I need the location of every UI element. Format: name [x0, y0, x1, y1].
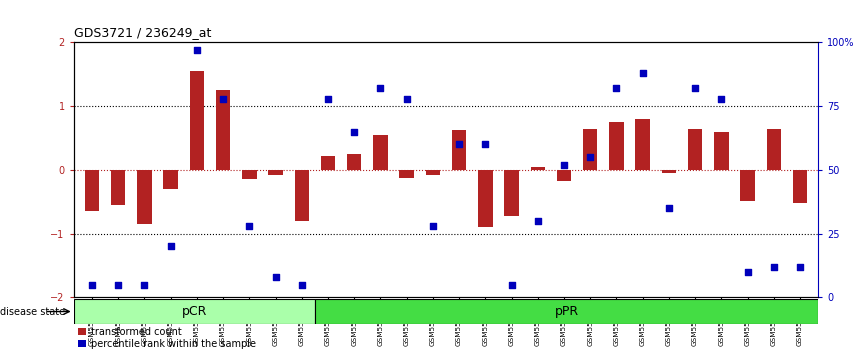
Point [505, 282, 519, 287]
Point [111, 282, 125, 287]
Point [636, 70, 650, 76]
Bar [74, 299, 315, 324]
Bar [504, 170, 519, 216]
Point [426, 223, 440, 229]
Point [478, 142, 492, 147]
Bar [478, 170, 493, 227]
Bar [294, 170, 309, 221]
Bar [320, 156, 335, 170]
Bar [111, 170, 126, 205]
Point [531, 218, 545, 224]
Point [294, 282, 308, 287]
Bar [426, 170, 440, 175]
Bar [137, 170, 152, 224]
Point [242, 223, 256, 229]
Point [85, 282, 99, 287]
Legend: transformed count, percentile rank within the sample: transformed count, percentile rank withi… [79, 327, 256, 349]
Bar [373, 135, 388, 170]
Point [662, 205, 675, 211]
Bar [688, 129, 702, 170]
Point [740, 269, 754, 275]
Bar [557, 170, 572, 181]
Point [164, 244, 178, 249]
Point [373, 86, 387, 91]
Bar [583, 129, 598, 170]
Bar [268, 170, 282, 175]
Text: pPR: pPR [554, 305, 578, 318]
Bar [164, 170, 178, 189]
Point [688, 86, 702, 91]
Bar [662, 170, 676, 173]
Bar [636, 119, 650, 170]
Text: pCR: pCR [182, 305, 207, 318]
Point [216, 96, 230, 101]
Bar [714, 132, 728, 170]
Bar [610, 122, 624, 170]
Bar [792, 170, 807, 203]
Point [557, 162, 571, 168]
Point [714, 96, 728, 101]
Point [268, 274, 282, 280]
Bar [190, 71, 204, 170]
Point [190, 47, 204, 53]
Bar [766, 129, 781, 170]
Bar [399, 170, 414, 178]
Bar [242, 170, 256, 179]
Bar [85, 170, 100, 211]
Bar [315, 299, 818, 324]
Text: disease state: disease state [0, 307, 65, 316]
Text: GDS3721 / 236249_at: GDS3721 / 236249_at [74, 26, 211, 39]
Point [321, 96, 335, 101]
Point [767, 264, 781, 270]
Point [610, 86, 624, 91]
Bar [531, 167, 545, 170]
Point [584, 154, 598, 160]
Bar [740, 170, 755, 200]
Point [400, 96, 414, 101]
Bar [452, 130, 466, 170]
Point [793, 264, 807, 270]
Bar [347, 154, 361, 170]
Point [347, 129, 361, 135]
Bar [216, 90, 230, 170]
Point [452, 142, 466, 147]
Point [138, 282, 152, 287]
